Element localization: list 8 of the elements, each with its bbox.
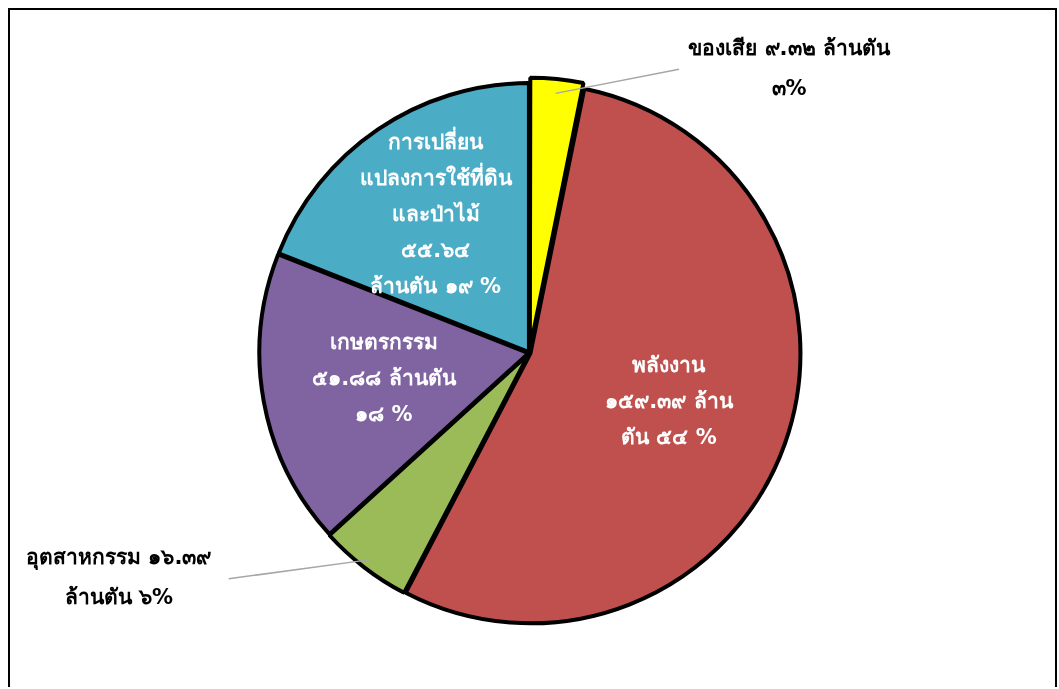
slice-label: การเปลี่ยน แปลงการใช้ที่ดิน และป่าไม้ bbox=[359, 125, 513, 226]
data-label: ๕๕.๖๔ ล้านตัน ๑๙ % bbox=[370, 237, 502, 298]
slice-label: อุตสาหกรรม ๑๖.๓๙ ล้านตัน ๖% bbox=[26, 545, 212, 610]
slice-label: ของเสีย ๙.๓๒ ล้านตัน ๓% bbox=[688, 35, 891, 100]
data-label: ๕๑.๘๘ ล้านตัน ๑๘ % bbox=[312, 366, 457, 427]
slice-label: พลังงาน bbox=[632, 352, 707, 377]
data-label: ๑๕๙.๓๙ ล้าน ตัน ๕๔ % bbox=[605, 388, 734, 449]
slice-label: เกษตรกรรม bbox=[329, 330, 438, 355]
